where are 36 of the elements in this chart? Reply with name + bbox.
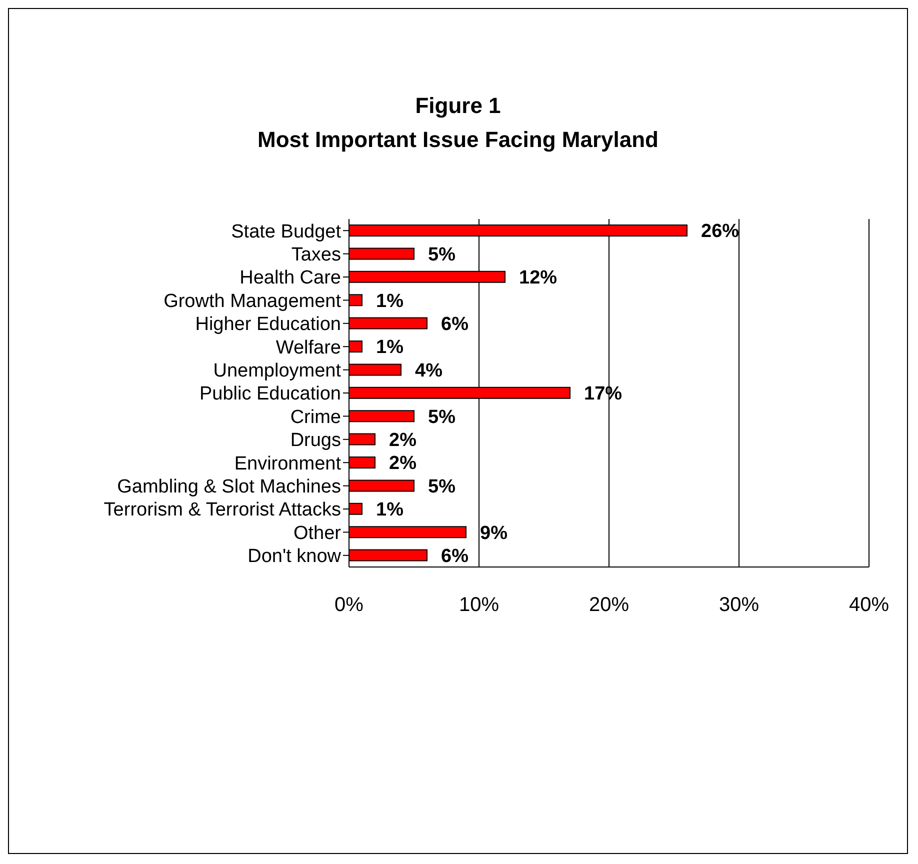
data-label: 6% bbox=[441, 546, 469, 568]
y-tick-label: Drugs bbox=[290, 430, 341, 452]
data-label: 5% bbox=[428, 244, 456, 266]
y-tick-label: Don't know bbox=[248, 546, 342, 568]
y-tick-label: State Budget bbox=[231, 221, 342, 242]
y-tick-label: Unemployment bbox=[213, 360, 342, 382]
x-tick-label: 30% bbox=[718, 594, 760, 616]
data-label: 2% bbox=[389, 430, 417, 452]
y-tick-label: Terrorism & Terrorist Attacks bbox=[104, 500, 341, 521]
y-tick-label: Public Education bbox=[199, 384, 341, 405]
data-label: 4% bbox=[415, 360, 443, 382]
y-tick-label: Health Care bbox=[240, 268, 341, 289]
y-tick-label: Environment bbox=[234, 453, 342, 474]
x-tick-label: 0% bbox=[334, 594, 364, 616]
x-tick-label: 20% bbox=[588, 594, 630, 616]
y-tick-label: Gambling & Slot Machines bbox=[117, 476, 341, 498]
y-tick-label: Taxes bbox=[291, 244, 341, 266]
chart-title: Figure 1 bbox=[414, 92, 502, 120]
y-tick-label: Higher Education bbox=[195, 314, 341, 336]
data-label: 6% bbox=[441, 314, 469, 336]
chart-subtitle: Most Important Issue Facing Maryland bbox=[256, 126, 660, 154]
data-label: 26% bbox=[701, 221, 740, 242]
data-label: 2% bbox=[389, 453, 417, 474]
data-label: 1% bbox=[376, 290, 404, 312]
data-label: 1% bbox=[376, 337, 404, 358]
y-tick-label: Crime bbox=[290, 406, 341, 428]
data-label: 1% bbox=[376, 500, 404, 521]
x-tick-label: 40% bbox=[848, 594, 890, 616]
y-tick-label: Growth Management bbox=[164, 290, 342, 312]
x-tick-label: 10% bbox=[458, 594, 500, 616]
data-label: 5% bbox=[428, 406, 456, 428]
y-tick-label: Other bbox=[293, 522, 342, 544]
data-label: 5% bbox=[428, 476, 456, 498]
data-label: 9% bbox=[480, 522, 508, 544]
data-label: 12% bbox=[519, 268, 558, 289]
y-tick-label: Welfare bbox=[276, 337, 341, 358]
